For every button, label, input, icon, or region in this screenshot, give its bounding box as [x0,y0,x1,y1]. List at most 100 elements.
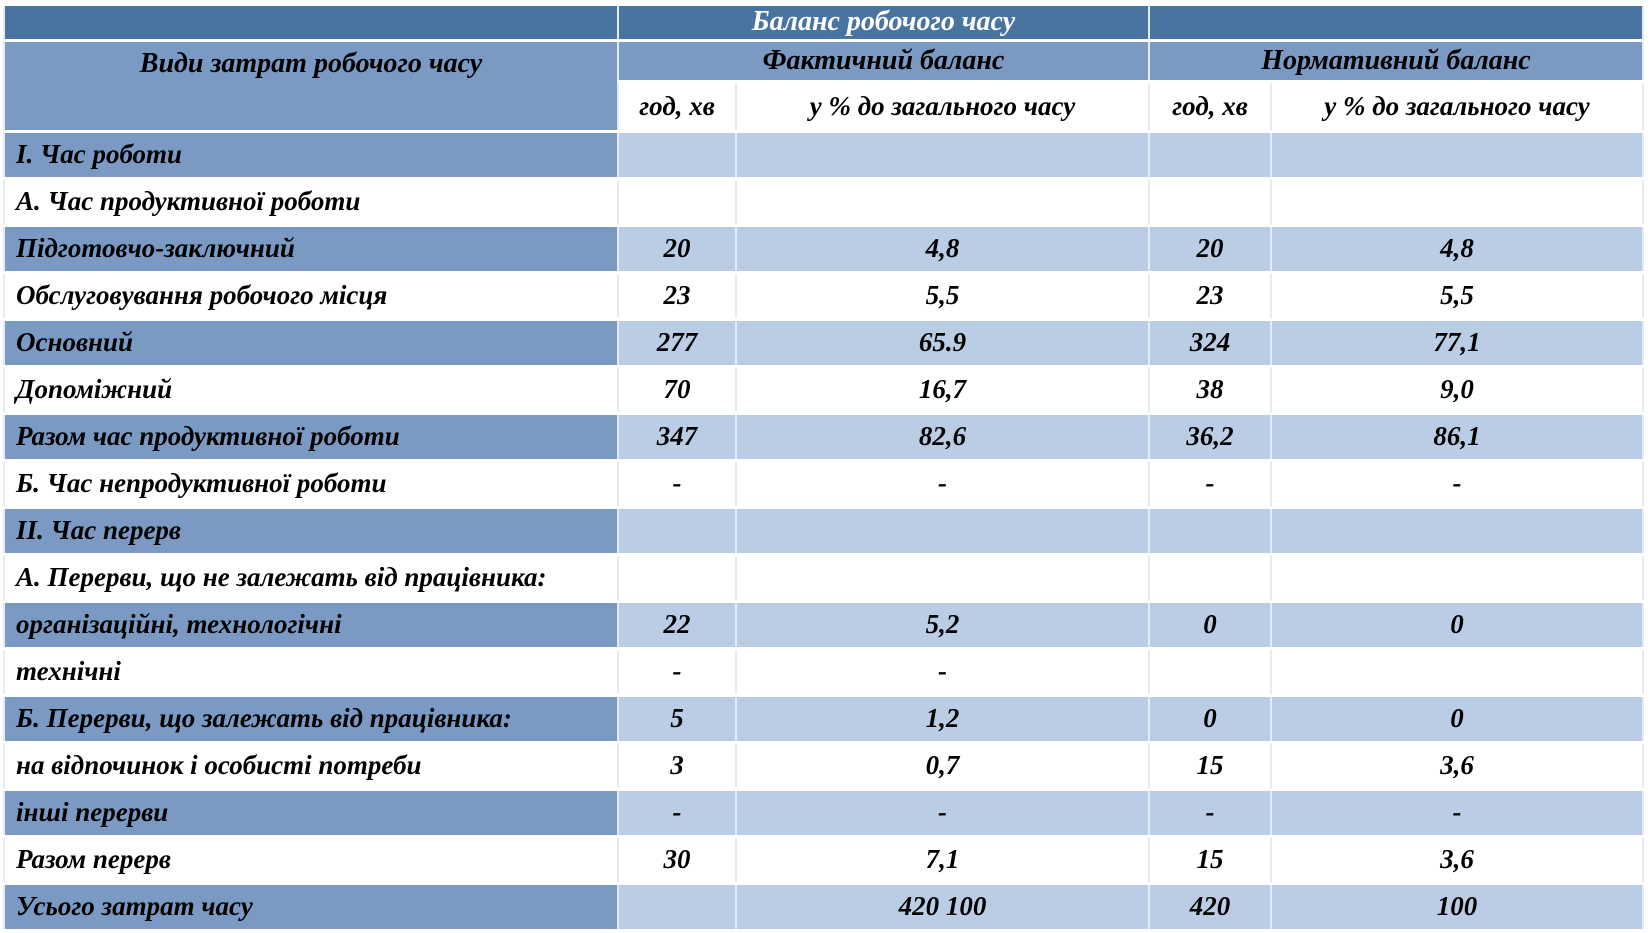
value-cell: - [735,788,1150,838]
value-cell: 38 [1148,365,1272,415]
table-row: А. Час продуктивної роботи [3,177,1644,227]
value-cell: 86,1 [1270,412,1644,462]
value-cell: 23 [1148,271,1272,321]
value-cell: 70 [617,365,737,415]
worktime-balance-slide: Баланс робочого часу Види затрат робочог… [0,3,1650,933]
row-label: Підготовчо-заключний [3,224,619,274]
value-cell: 7,1 [735,835,1150,885]
value-cell: 3 [617,741,737,791]
value-cell: 5,5 [735,271,1150,321]
subheader-percent-normative: у % до загального часу [1270,80,1644,133]
table-row: Разом час продуктивної роботи 347 82,6 36,2… [3,412,1644,462]
column-group-row: Види затрат робочого часу Фактичний бала… [3,39,1644,133]
value-cell: 347 [617,412,737,462]
row-label: I. Час роботи [3,130,619,180]
value-cell [1148,177,1272,227]
row-label: на відпочинок і особисті потреби [3,741,619,791]
row-label: Основний [3,318,619,368]
table-row: Б. Перерви, що залежать від працівника: 5… [3,694,1644,744]
value-cell: 22 [617,600,737,650]
value-cell: 36,2 [1148,412,1272,462]
value-cell: 324 [1148,318,1272,368]
value-cell: 277 [617,318,737,368]
table-row: II. Час перерв [3,506,1644,556]
value-cell: 0 [1148,694,1272,744]
value-cell [617,882,737,932]
value-cell: 1,2 [735,694,1150,744]
value-cell [735,506,1150,556]
value-cell: 3,6 [1270,835,1644,885]
row-label: А. Перерви, що не залежать від працівник… [3,553,619,603]
value-cell: 65.9 [735,318,1150,368]
value-cell: 100 [1270,882,1644,932]
table-row: Разом перерв 30 7,1 15 3,6 [3,835,1644,885]
value-cell [617,177,737,227]
value-cell: 4,8 [1270,224,1644,274]
value-cell [1148,647,1272,697]
value-cell: - [1270,459,1644,509]
value-cell: 0 [1270,694,1644,744]
title-row-left-spacer [3,3,619,42]
subheader-percent-actual: у % до загального часу [735,80,1150,133]
subheader-hours-actual: год, хв [617,80,737,133]
table-row: організаційні, технологічні 22 5,2 0 0 [3,600,1644,650]
value-cell: 3,6 [1270,741,1644,791]
value-cell: 82,6 [735,412,1150,462]
row-label: Разом час продуктивної роботи [3,412,619,462]
column-header-cost-types: Види затрат робочого часу [3,39,619,133]
value-cell: 5,5 [1270,271,1644,321]
row-label: Обслуговування робочого місця [3,271,619,321]
value-cell: 15 [1148,835,1272,885]
table-row: А. Перерви, що не залежать від працівник… [3,553,1644,603]
table-row: I. Час роботи [3,130,1644,180]
value-cell [735,130,1150,180]
value-cell: 77,1 [1270,318,1644,368]
table-row: технічні - - [3,647,1644,697]
value-cell: 420 [1148,882,1272,932]
value-cell: 15 [1148,741,1272,791]
value-cell: 0 [1148,600,1272,650]
table-row: на відпочинок і особисті потреби 3 0,7 15 3,… [3,741,1644,791]
column-group-normative-balance: Нормативний баланс [1148,39,1644,83]
value-cell: - [735,647,1150,697]
table-row: інші перерви - - - - [3,788,1644,838]
value-cell: - [617,647,737,697]
table-row: Усього затрат часу 420 100 420 100 [3,882,1644,932]
value-cell [735,177,1150,227]
row-label: Усього затрат часу [3,882,619,932]
table-row: Допоміжний 70 16,7 38 9,0 [3,365,1644,415]
table-row: Обслуговування робочого місця 23 5,5 23 5,5 [3,271,1644,321]
value-cell [1148,553,1272,603]
value-cell: 5 [617,694,737,744]
value-cell: 20 [617,224,737,274]
value-cell: - [735,459,1150,509]
value-cell: 4,8 [735,224,1150,274]
table-row: Б. Час непродуктивної роботи - - - - [3,459,1644,509]
row-label: Б. Перерви, що залежать від працівника: [3,694,619,744]
value-cell [1270,177,1644,227]
table-title-row: Баланс робочого часу [3,3,1644,42]
value-cell: - [617,788,737,838]
value-cell [617,130,737,180]
value-cell: - [1148,459,1272,509]
row-label: Допоміжний [3,365,619,415]
value-cell: - [1148,788,1272,838]
value-cell [617,553,737,603]
value-cell: 420 100 [735,882,1150,932]
value-cell: 0,7 [735,741,1150,791]
value-cell: - [617,459,737,509]
value-cell [1148,506,1272,556]
value-cell [1148,130,1272,180]
subheader-hours-normative: год, хв [1148,80,1272,133]
value-cell [735,553,1150,603]
value-cell: 16,7 [735,365,1150,415]
column-group-actual-balance: Фактичний баланс [617,39,1150,83]
value-cell: 0 [1270,600,1644,650]
value-cell [1270,130,1644,180]
table-body: I. Час роботи А. Час продуктивної роботи П… [3,130,1644,932]
value-cell [1270,553,1644,603]
value-cell: - [1270,788,1644,838]
value-cell [1270,506,1644,556]
table-row: Основний 277 65.9 324 77,1 [3,318,1644,368]
value-cell: 30 [617,835,737,885]
